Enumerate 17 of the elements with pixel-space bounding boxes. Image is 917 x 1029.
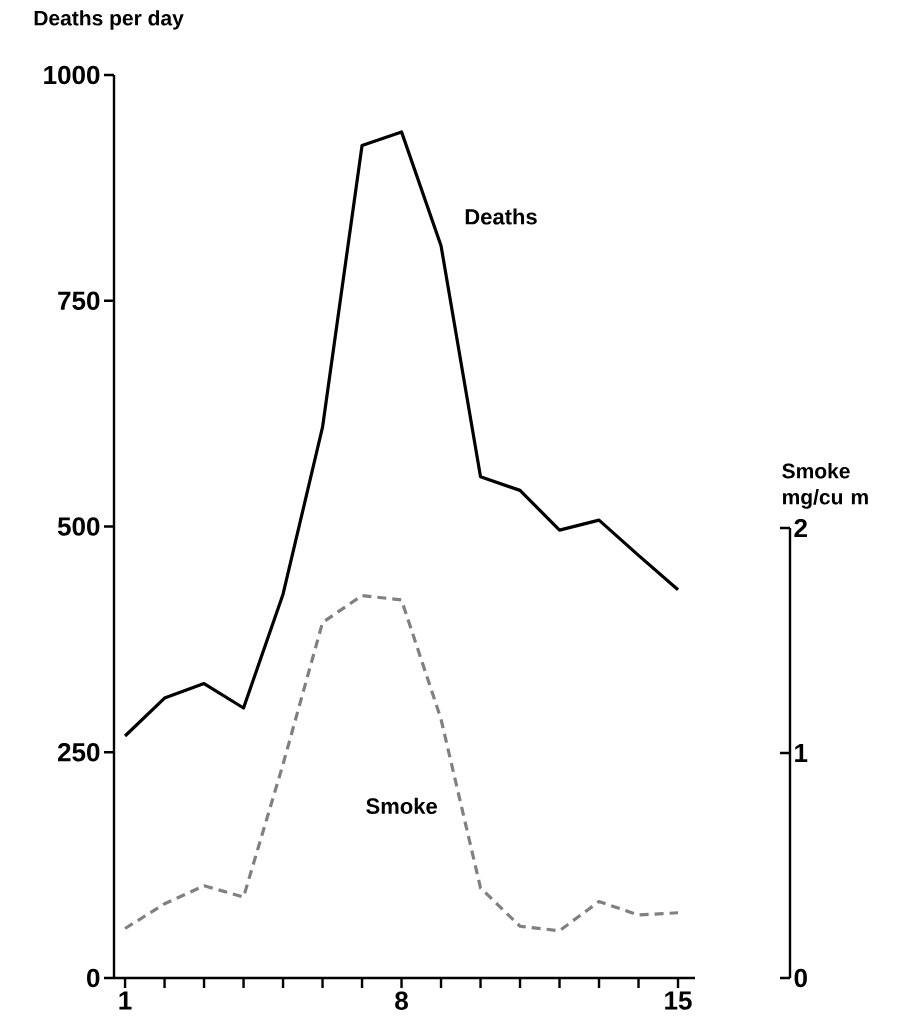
y2-tick-label: 0 <box>794 968 807 988</box>
y2-axis-title: Smoke mg/cu m <box>782 463 868 509</box>
x-tick-label: 1 <box>119 991 132 1010</box>
y-tick-label: 1000 <box>44 65 100 85</box>
line-series <box>123 593 680 933</box>
series-label: Smoke <box>366 797 437 814</box>
y-tick-label: 750 <box>58 291 100 310</box>
x-tick-label: 15 <box>665 991 692 1010</box>
x-tick-label: 8 <box>395 991 408 1010</box>
line-series <box>123 130 680 738</box>
y-tick-label: 500 <box>57 517 100 536</box>
y-axis-title: Deaths per day <box>34 10 184 30</box>
series-label: Deaths <box>465 208 537 225</box>
y-tick-label: 0 <box>87 968 100 988</box>
y2-tick-label: 2 <box>794 518 807 538</box>
y-tick-label: 250 <box>58 743 100 762</box>
y2-tick-label: 1 <box>795 744 808 762</box>
